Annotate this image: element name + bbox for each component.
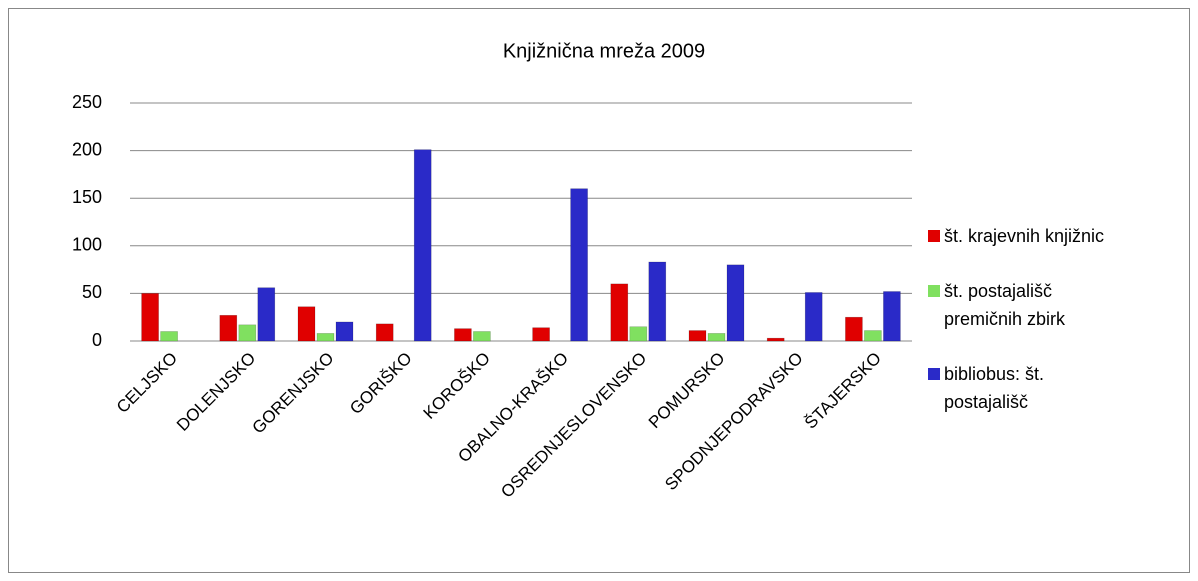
bar — [726, 264, 745, 342]
bar — [238, 324, 257, 342]
bar — [375, 323, 394, 342]
y-tick-label: 250 — [72, 92, 102, 112]
bar — [610, 283, 629, 342]
bar — [648, 261, 667, 342]
y-tick-label: 50 — [82, 282, 102, 302]
bar — [141, 293, 159, 342]
y-tick-label: 200 — [72, 139, 102, 159]
legend-swatch — [928, 230, 940, 242]
legend: št. krajevnih knjižnic št. postajališč pr… — [928, 222, 1124, 443]
bar — [160, 331, 178, 342]
bar — [883, 291, 901, 342]
bar — [473, 331, 491, 342]
legend-label: št. krajevnih knjižnic — [944, 226, 1105, 246]
bar — [570, 188, 588, 342]
bar — [532, 327, 550, 342]
bar — [688, 330, 707, 342]
y-tick-label: 0 — [92, 330, 102, 350]
legend-item: bibliobus: št. postajališč — [928, 360, 1124, 416]
bar — [707, 333, 726, 342]
bar — [316, 333, 335, 342]
legend-label: bibliobus: št. postajališč — [944, 364, 1045, 412]
bar — [297, 306, 316, 342]
bar — [845, 316, 863, 342]
bar — [454, 328, 472, 342]
bar — [219, 314, 238, 342]
legend-label: št. postajališč premičnih zbirk — [944, 281, 1066, 329]
bar — [257, 287, 276, 342]
y-tick-label: 100 — [72, 235, 102, 255]
chart-title: Knjižnična mreža 2009 — [503, 40, 705, 62]
legend-item: št. krajevnih knjižnic — [928, 222, 1124, 250]
bar — [864, 330, 882, 342]
legend-swatch — [928, 285, 940, 297]
bar — [804, 292, 823, 342]
bar — [335, 321, 354, 342]
y-tick-label: 150 — [72, 187, 102, 207]
legend-swatch — [928, 368, 940, 380]
bar — [413, 149, 432, 342]
bar — [629, 326, 648, 342]
bar — [766, 337, 785, 342]
legend-item: št. postajališč premičnih zbirk — [928, 277, 1124, 333]
